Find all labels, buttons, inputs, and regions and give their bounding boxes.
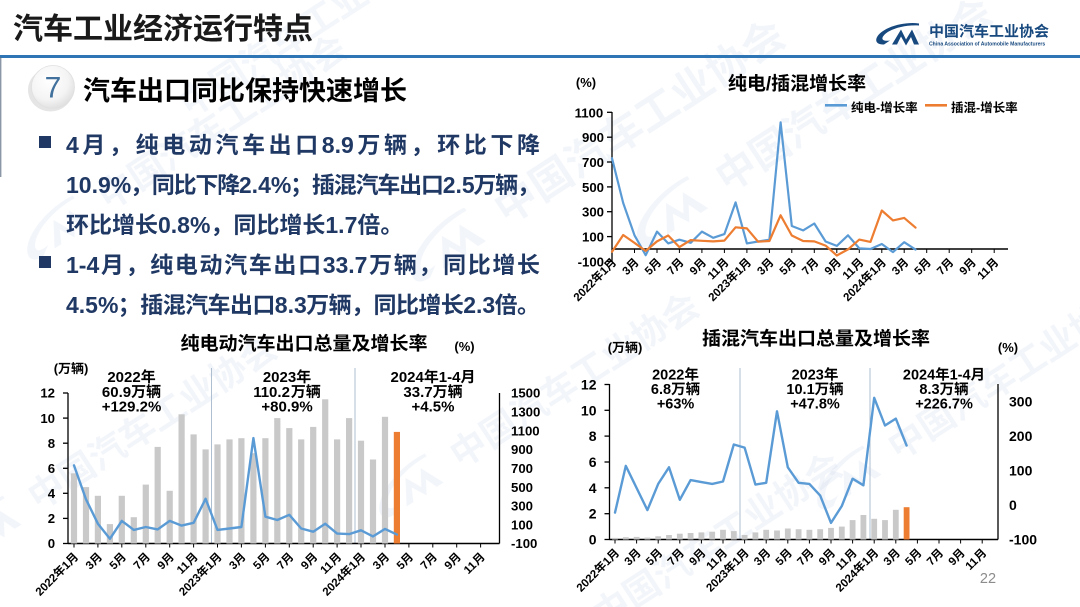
svg-text:(%): (%): [576, 75, 596, 90]
svg-text:500: 500: [511, 480, 533, 495]
svg-text:6: 6: [589, 454, 597, 470]
svg-text:12: 12: [581, 377, 597, 393]
svg-text:10.9%: 10.9%: [66, 172, 131, 198]
svg-text:0: 0: [48, 536, 55, 551]
svg-text:+129.2%: +129.2%: [102, 399, 162, 416]
svg-text:7: 7: [45, 72, 62, 105]
svg-text:2022: 2022: [652, 368, 684, 384]
svg-text:33.7: 33.7: [403, 384, 432, 401]
svg-text:(%): (%): [454, 339, 474, 354]
svg-text:700: 700: [582, 155, 604, 170]
svg-text:1-4: 1-4: [439, 369, 461, 386]
svg-text:8.3: 8.3: [275, 292, 307, 318]
svg-text:2.4%: 2.4%: [239, 172, 291, 198]
svg-text:6.8: 6.8: [651, 382, 671, 398]
svg-text:1100: 1100: [575, 105, 604, 120]
svg-text:+47.8%: +47.8%: [790, 397, 840, 413]
svg-text:-100: -100: [578, 254, 604, 269]
svg-text:33.7: 33.7: [323, 252, 368, 278]
svg-text:+226.7%: +226.7%: [915, 397, 973, 413]
svg-text:): ): [84, 361, 88, 376]
svg-text:900: 900: [511, 442, 533, 457]
svg-text:8: 8: [589, 428, 597, 444]
svg-text:12: 12: [40, 386, 55, 401]
svg-text:+4.5%: +4.5%: [412, 399, 455, 416]
svg-text:8.3: 8.3: [919, 382, 939, 398]
svg-text:1.7: 1.7: [325, 212, 357, 238]
svg-text:4: 4: [66, 132, 79, 158]
svg-text:2.3: 2.3: [463, 292, 495, 318]
svg-text:2: 2: [589, 506, 597, 522]
svg-text:4.5%: 4.5%: [66, 292, 118, 318]
svg-text:-100: -100: [1009, 532, 1037, 548]
svg-text:2023: 2023: [792, 368, 824, 384]
svg-text:60.9: 60.9: [102, 384, 131, 401]
svg-text:/: /: [766, 74, 772, 95]
svg-text:6: 6: [48, 461, 55, 476]
svg-text:2.5: 2.5: [443, 172, 475, 198]
svg-text:10: 10: [581, 402, 597, 418]
svg-text:300: 300: [511, 499, 533, 514]
svg-text:8: 8: [48, 436, 55, 451]
svg-text:8.9: 8.9: [322, 132, 354, 158]
svg-text:2023: 2023: [263, 369, 296, 386]
svg-text:2024: 2024: [903, 368, 935, 384]
svg-text:0: 0: [1009, 497, 1017, 513]
svg-text:-: -: [876, 101, 880, 115]
svg-text:): ): [638, 340, 642, 355]
svg-text:China Association of Automobil: China Association of Automobile Manufact…: [929, 42, 1045, 48]
svg-text:300: 300: [582, 205, 604, 220]
svg-text:900: 900: [582, 130, 604, 145]
svg-text:300: 300: [1009, 393, 1033, 409]
svg-text:-100: -100: [511, 536, 537, 551]
svg-text:100: 100: [511, 517, 533, 532]
svg-text:700: 700: [511, 461, 533, 476]
svg-text:100: 100: [582, 230, 604, 245]
svg-text:1-4: 1-4: [66, 252, 99, 278]
svg-text:4: 4: [48, 486, 56, 501]
svg-text:10.1: 10.1: [786, 382, 814, 398]
svg-text:(%): (%): [998, 340, 1018, 355]
svg-text:2: 2: [48, 511, 55, 526]
svg-text:(: (: [54, 361, 59, 376]
svg-text:1-4: 1-4: [950, 368, 971, 384]
svg-text:1500: 1500: [511, 386, 540, 401]
svg-text:0.8%: 0.8%: [158, 212, 210, 238]
svg-text:10: 10: [40, 411, 55, 426]
svg-text:110.2: 110.2: [253, 384, 290, 401]
svg-text:(: (: [608, 340, 613, 355]
svg-text:100: 100: [1009, 462, 1033, 478]
svg-text:200: 200: [1009, 428, 1033, 444]
svg-text:2024: 2024: [391, 369, 425, 386]
svg-text:500: 500: [582, 180, 604, 195]
svg-text:-: -: [976, 101, 980, 115]
svg-text:0: 0: [589, 532, 597, 548]
svg-text:1300: 1300: [511, 405, 540, 420]
svg-text:2022: 2022: [107, 369, 140, 386]
svg-text:+80.9%: +80.9%: [261, 399, 312, 416]
svg-text:4: 4: [589, 480, 597, 496]
svg-text:1100: 1100: [511, 423, 540, 438]
svg-text:22: 22: [980, 571, 996, 587]
svg-text:+63%: +63%: [657, 397, 695, 413]
